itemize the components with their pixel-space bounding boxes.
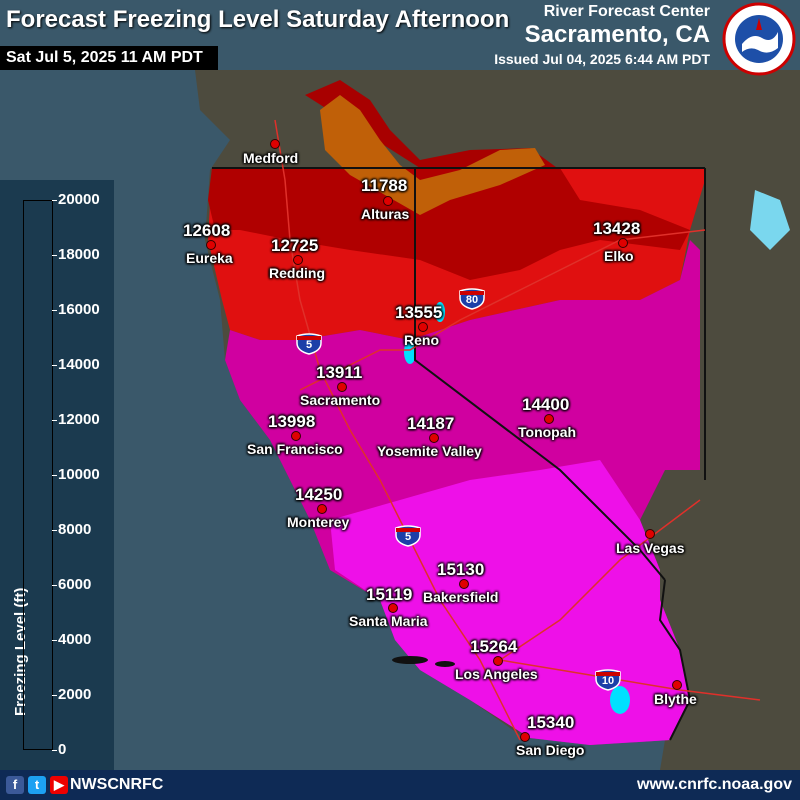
city-marker xyxy=(388,603,398,613)
highway-i5 xyxy=(274,119,521,741)
city-marker xyxy=(206,240,216,250)
city-value-redding: 12725 xyxy=(271,236,319,255)
city-label-sacramento: Sacramento xyxy=(300,392,381,408)
city-label-los-angeles: Los Angeles xyxy=(455,666,538,682)
utah-terrain xyxy=(705,168,800,480)
website-link[interactable]: www.cnrfc.noaa.gov xyxy=(637,776,792,793)
city-label-san-francisco: San Francisco xyxy=(247,441,343,457)
city-label-bakersfield: Bakersfield xyxy=(423,589,499,605)
map-title: Forecast Freezing Level Saturday Afterno… xyxy=(6,6,510,33)
legend-color-bar xyxy=(23,200,53,750)
city-value-yosemite: 14187 xyxy=(407,414,455,433)
great-salt-lake xyxy=(750,190,790,250)
city-marker xyxy=(293,255,303,265)
city-label-reno: Reno xyxy=(404,332,439,348)
city-label-monterey: Monterey xyxy=(287,514,350,530)
city-value-san-diego: 15340 xyxy=(527,713,575,732)
city-value-alturas: 11788 xyxy=(361,176,408,195)
legend: Freezing Level (ft) 20000 18000 16000 14… xyxy=(0,180,114,770)
city-label-santa-maria: Santa Maria xyxy=(349,613,428,629)
channel-islands xyxy=(392,656,428,664)
city-value-elko: 13428 xyxy=(593,219,641,238)
city-label-las-vegas: Las Vegas xyxy=(616,540,685,556)
legend-tick: 8000 xyxy=(51,521,92,538)
city-value-eureka: 12608 xyxy=(183,221,231,240)
highway-i80 xyxy=(299,229,706,391)
city-marker xyxy=(493,656,503,666)
city-marker xyxy=(618,238,628,248)
interstate-shield-icon: 5 xyxy=(395,525,421,547)
city-marker xyxy=(337,382,347,392)
city-marker xyxy=(383,196,393,206)
legend-tick: 4000 xyxy=(51,631,92,648)
youtube-icon[interactable]: ▶ xyxy=(50,776,68,794)
city-label-eureka: Eureka xyxy=(186,250,233,266)
header: Forecast Freezing Level Saturday Afterno… xyxy=(0,0,800,70)
city-marker xyxy=(429,433,439,443)
city-label-yosemite: Yosemite Valley xyxy=(377,443,482,459)
city-marker xyxy=(645,529,655,539)
az-border xyxy=(658,579,692,741)
city-label-medford: Medford xyxy=(243,150,299,166)
legend-tick: 12000 xyxy=(52,411,100,428)
city-value-reno: 13555 xyxy=(395,303,443,322)
channel-island-2 xyxy=(435,661,455,667)
city-marker xyxy=(291,431,301,441)
footer xyxy=(0,770,800,800)
facebook-icon[interactable]: f xyxy=(6,776,24,794)
nws-logo-icon xyxy=(722,2,796,76)
city-value-santa-maria: 15119 xyxy=(366,585,413,604)
issued-time: Issued Jul 04, 2025 6:44 AM PDT xyxy=(494,51,710,67)
city-marker xyxy=(270,139,280,149)
twitter-icon[interactable]: t xyxy=(28,776,46,794)
city-marker xyxy=(672,680,682,690)
legend-tick: 6000 xyxy=(51,576,92,593)
salton-sea xyxy=(610,686,630,714)
interstate-shield-icon: 5 xyxy=(296,333,322,355)
lake-tahoe xyxy=(404,340,416,364)
city-label-redding: Redding xyxy=(269,265,325,281)
freezing-zone-darkred xyxy=(208,168,690,280)
center-name: River Forecast Center xyxy=(543,3,710,20)
highway-number: 80 xyxy=(465,294,479,306)
city-value-tonopah: 14400 xyxy=(522,395,570,414)
city-label-alturas: Alturas xyxy=(361,206,410,222)
highway-number: 10 xyxy=(601,675,615,687)
city-value-sacramento: 13911 xyxy=(316,363,363,382)
highway-i15 xyxy=(499,499,701,661)
city-label-san-diego: San Diego xyxy=(516,742,585,758)
freezing-zone-orange xyxy=(320,95,545,215)
highway-number: 5 xyxy=(404,531,412,543)
city-value-monterey: 14250 xyxy=(295,485,343,504)
legend-tick: 0 xyxy=(51,741,67,758)
city-marker xyxy=(459,579,469,589)
city-marker xyxy=(520,732,530,742)
legend-tick: 2000 xyxy=(51,686,92,703)
social-handle[interactable]: NWSCNRFC xyxy=(70,776,164,793)
legend-tick: 14000 xyxy=(52,356,100,373)
city-label-tonopah: Tonopah xyxy=(518,424,577,440)
city-label-blythe: Blythe xyxy=(654,691,697,707)
interstate-shield-icon: 10 xyxy=(595,669,621,691)
valid-time: Sat Jul 5, 2025 11 AM PDT xyxy=(0,46,218,70)
city-value-san-francisco: 13998 xyxy=(268,412,316,431)
city-marker xyxy=(544,414,554,424)
legend-tick: 10000 xyxy=(52,466,100,483)
interstate-shield-icon: 80 xyxy=(459,288,485,310)
city-label-elko: Elko xyxy=(604,248,634,264)
pyramid-lake xyxy=(435,302,445,322)
legend-tick: 20000 xyxy=(52,191,100,208)
city-marker xyxy=(418,322,428,332)
city-value-los-angeles: 15264 xyxy=(470,637,518,656)
forecast-center: River Forecast Center Sacramento, CA xyxy=(525,3,710,49)
ca-nv-border xyxy=(414,168,666,581)
freezing-zone-oregon xyxy=(305,80,560,170)
city-marker xyxy=(317,504,327,514)
city-value-bakersfield: 15130 xyxy=(437,560,485,579)
center-location: Sacramento, CA xyxy=(524,21,710,48)
legend-tick: 16000 xyxy=(52,301,100,318)
legend-tick: 18000 xyxy=(52,246,100,263)
highway-number: 5 xyxy=(305,339,313,351)
